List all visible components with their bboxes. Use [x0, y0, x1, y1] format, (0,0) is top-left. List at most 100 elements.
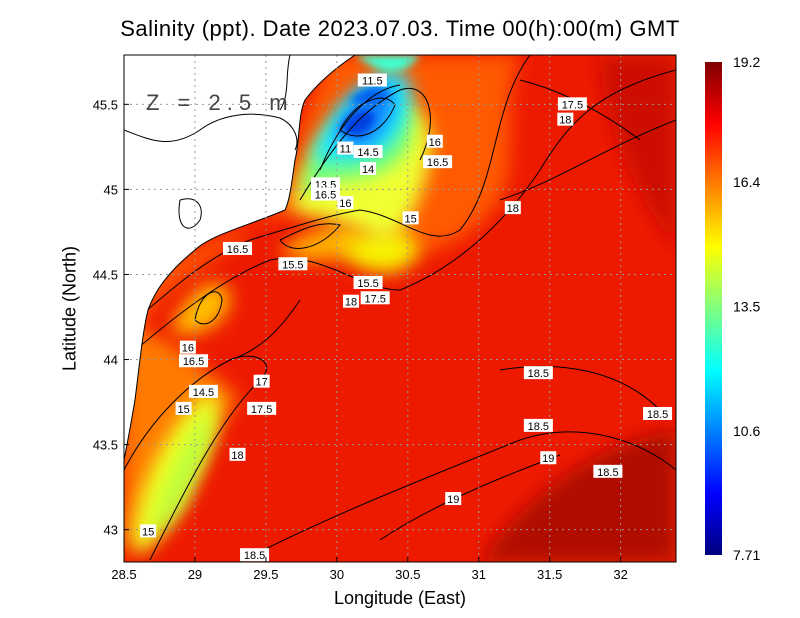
contour-label: 18.5 — [528, 421, 549, 433]
contour-label-bg — [504, 201, 521, 215]
contour-label-bg — [523, 418, 553, 432]
land-coastline — [124, 55, 356, 461]
salinity-region — [150, 410, 211, 540]
contour-label: 14.5 — [193, 387, 214, 399]
depth-annotation: Z = 2.5 m — [146, 90, 294, 115]
contour-label-bg — [140, 524, 157, 538]
contour-label: 18 — [231, 450, 243, 462]
contour-label-bg — [353, 275, 383, 289]
colorbar — [705, 62, 722, 555]
contour-label: 18 — [345, 297, 357, 309]
colorbar-ticks: 19.2 16.4 13.5 10.6 7.71 — [733, 54, 760, 563]
contour-label: 16 — [182, 343, 194, 355]
salinity-field — [124, 55, 676, 562]
contour-label: 16 — [339, 198, 351, 210]
contour-label: 19 — [542, 453, 554, 465]
contour-label: 16.5 — [227, 244, 248, 256]
y-tick-label: 45.5 — [93, 97, 118, 112]
salinity-region — [355, 55, 420, 72]
contour-label-bg — [353, 144, 383, 158]
y-tick-label: 44.5 — [93, 267, 118, 282]
contour-label-bg — [278, 257, 308, 271]
contour-label-bg — [402, 211, 419, 225]
contour-label: 18 — [559, 115, 571, 127]
contour-label: 16 — [429, 137, 441, 149]
contour-label: 15.5 — [282, 259, 303, 271]
x-tick-label: 31 — [472, 567, 486, 582]
contour-label: 19 — [447, 494, 459, 506]
x-tick-label: 29.5 — [253, 567, 278, 582]
contour-label-bg — [593, 464, 623, 478]
y-tick-label: 43 — [104, 523, 118, 538]
x-tick-label: 30 — [330, 567, 344, 582]
contour-label-bg — [343, 294, 360, 308]
contour-label-bg — [357, 73, 387, 87]
contour-label: 11.5 — [362, 76, 383, 88]
y-tick-label: 43.5 — [93, 438, 118, 453]
contour-label: 14.5 — [357, 147, 378, 159]
contour-lines — [124, 55, 676, 562]
contour-line — [319, 84, 401, 171]
contour-line — [499, 365, 661, 411]
contour-line — [279, 223, 341, 249]
contour-label-bg — [423, 155, 453, 169]
salinity-region — [340, 229, 420, 273]
contour-label-bg — [175, 401, 192, 415]
land-mask — [124, 55, 356, 461]
border-line — [124, 113, 298, 151]
salinity-region — [170, 283, 230, 334]
contour-label-bg — [523, 366, 553, 380]
contour-line — [299, 87, 431, 201]
colorbar-tick-label: 7.71 — [733, 547, 760, 563]
contour-label: 16.5 — [427, 157, 448, 169]
plot-frame — [123, 54, 677, 563]
salinity-region — [480, 430, 676, 562]
contour-label-bg — [445, 492, 462, 506]
salinity-region — [340, 110, 375, 135]
contour-label: 17 — [256, 377, 268, 389]
contour-label-bg — [540, 451, 557, 465]
contour-label-bg — [223, 241, 253, 255]
contour-label-bg — [360, 161, 377, 175]
contour-label: 18.5 — [647, 409, 668, 421]
contour-line — [124, 69, 676, 361]
x-tick-label: 28.5 — [111, 567, 136, 582]
contour-label: 18.5 — [528, 368, 549, 380]
contour-label: 15 — [405, 213, 417, 225]
contour-label-bg — [311, 177, 341, 191]
x-tick-label: 29 — [188, 567, 202, 582]
colorbar-tick-label: 13.5 — [733, 299, 760, 315]
contour-label-bg — [426, 134, 443, 148]
x-axis-label: Longitude (East) — [333, 588, 467, 608]
contour-label-bg — [179, 354, 209, 368]
contour-label: 16.5 — [315, 190, 336, 202]
colorbar-tick-label: 10.6 — [733, 423, 760, 439]
contour-line — [339, 97, 396, 137]
x-tick-label: 31.5 — [537, 567, 562, 582]
contour-label: 17.5 — [251, 404, 272, 416]
contour-label-bg — [188, 384, 218, 398]
chart-title: Salinity (ppt). Date 2023.07.03. Time 00… — [120, 16, 680, 41]
contour-line — [149, 355, 267, 561]
contour-label: 17.5 — [364, 293, 385, 305]
contour-line — [124, 299, 301, 471]
river-line — [279, 55, 291, 111]
contour-label-bg — [179, 340, 196, 354]
contour-label: 15.5 — [357, 278, 378, 290]
colorbar-tick-label: 16.4 — [733, 174, 760, 190]
contour-label-bg — [240, 548, 270, 562]
y-axis-ticks: 43 43.5 44 44.5 45 45.5 — [93, 97, 129, 538]
lake-outline — [178, 198, 202, 229]
contour-label: 17.5 — [562, 99, 583, 111]
x-tick-label: 32 — [613, 567, 627, 582]
x-tick-label: 30.5 — [395, 567, 420, 582]
salinity-region — [600, 55, 676, 250]
contour-line — [124, 55, 531, 331]
contour-line — [499, 119, 676, 201]
contour-label: 18.5 — [244, 550, 265, 562]
contour-line — [194, 291, 223, 325]
grid-lines — [124, 55, 676, 562]
contour-label: 16.5 — [183, 356, 204, 368]
